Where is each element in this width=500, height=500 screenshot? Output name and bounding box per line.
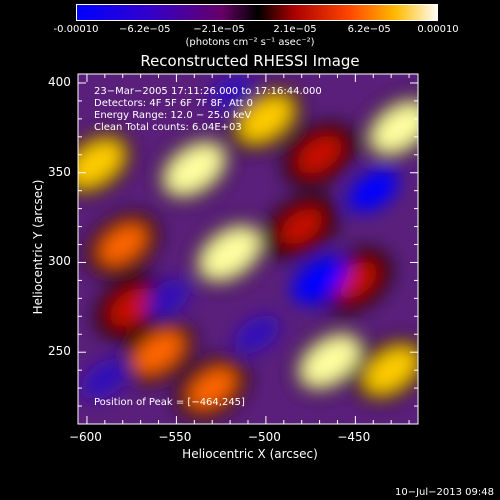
colorbar-units: (photons cm⁻² s⁻¹ asec⁻²) xyxy=(185,37,315,48)
heatmap-blob xyxy=(144,279,191,318)
colorbar xyxy=(76,4,439,22)
heatmap-blob xyxy=(280,208,324,245)
chart-title: Reconstructed RHESSI Image xyxy=(140,52,360,70)
heatmap-blob xyxy=(296,135,343,175)
heatmap-blob xyxy=(109,288,155,327)
heatmap-blob xyxy=(364,347,418,393)
info-line: Detectors: 4F 5F 6F 7F 8F, Att 0 xyxy=(94,98,254,109)
heatmap-blob xyxy=(208,74,252,111)
heatmap-blob xyxy=(239,96,293,142)
heatmap-blob xyxy=(234,314,280,354)
heatmap-blob xyxy=(291,256,348,305)
colorbar-tick-label: 0.00010 xyxy=(417,24,459,35)
heatmap-blob xyxy=(98,224,147,265)
heatmap-blob xyxy=(200,228,260,279)
heatmap-blob xyxy=(188,367,237,409)
y-tick-label: 350 xyxy=(48,164,71,179)
x-tick-label: −600 xyxy=(68,430,102,444)
colorbar-tick-label: 6.2e−05 xyxy=(347,24,391,35)
y-tick-label: 250 xyxy=(48,344,71,359)
heatmap-blob xyxy=(80,358,129,400)
info-line: Clean Total counts: 6.04E+03 xyxy=(94,122,242,133)
y-tick-label: 400 xyxy=(48,74,71,89)
heatmap-blob xyxy=(78,140,124,187)
heatmap-blob xyxy=(165,144,223,194)
heatmap-blob xyxy=(372,104,418,152)
info-line: Energy Range: 12.0 − 25.0 keV xyxy=(94,110,252,121)
colorbar-tick-label: −6.2e−05 xyxy=(118,24,171,35)
colorbar-tick-label: -0.00010 xyxy=(53,24,99,35)
x-tick-label: −450 xyxy=(337,430,371,444)
x-tick-label: −550 xyxy=(158,430,192,444)
heatmap-blob xyxy=(301,336,359,386)
info-line: 23−Mar−2005 17:11:26.000 to 17:16:44.000 xyxy=(94,86,322,97)
colorbar-tick-label: −2.1e−05 xyxy=(193,24,245,35)
heatmap-blob xyxy=(347,169,399,213)
peak-position-label: Position of Peak = [−464,245] xyxy=(94,397,245,408)
colorbar-gradient xyxy=(76,4,439,22)
heatmap-blob xyxy=(133,330,184,374)
y-axis-label: Heliocentric Y (arcsec) xyxy=(31,179,45,315)
colorbar-tick-label: 2.1e−05 xyxy=(273,24,317,35)
x-axis-label: Heliocentric X (arcsec) xyxy=(182,447,318,461)
date-stamp: 10−Jul−2013 09:48 xyxy=(395,487,494,498)
x-tick-label: −500 xyxy=(247,430,281,444)
y-tick-label: 300 xyxy=(48,254,71,269)
